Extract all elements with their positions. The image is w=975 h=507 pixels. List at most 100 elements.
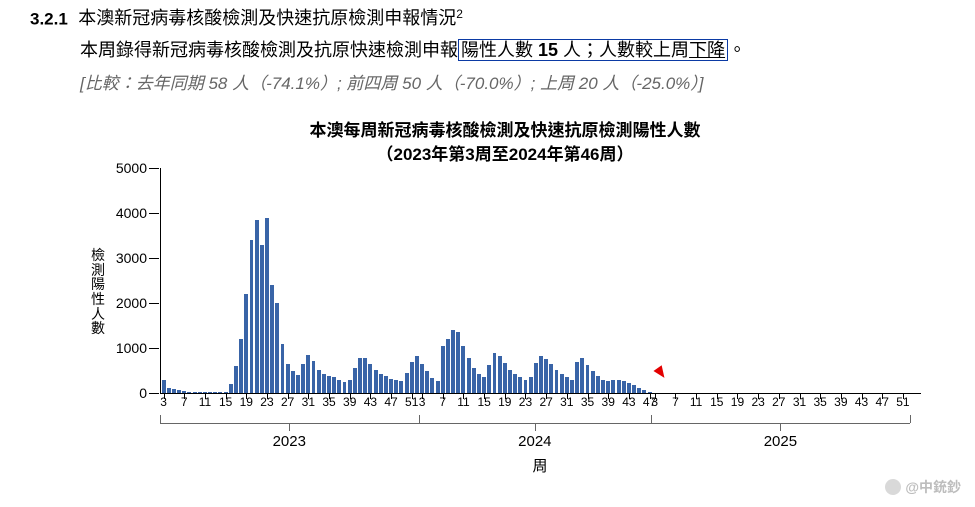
bar [436,381,440,393]
bar [430,378,434,393]
y-tick-label: 3000 [116,250,147,266]
bar [477,374,481,393]
bar [389,379,393,393]
x-tick-label: 31 [302,395,315,409]
bar [601,380,605,394]
x-tick-label: 31 [793,395,806,409]
bar [270,285,274,393]
year-brace [160,423,289,424]
x-tick-label: 7 [672,395,679,409]
bar [415,356,419,393]
bars-group [161,168,921,393]
bar [291,371,295,394]
bar [498,356,502,393]
chart-title-2: （2023年第3周至2024年第46周） [70,140,940,165]
bar [343,382,347,393]
bar [410,362,414,394]
comparison-line: [比較：去年同期 58 人（-74.1%）; 前四周 50 人（-70.0%）;… [80,72,704,96]
year-brace [419,423,535,424]
bar [312,361,316,393]
bar [317,370,321,393]
bar [213,392,217,393]
y-axis-label: 檢 測 陽 性 人 數 [90,248,106,336]
bar [405,373,409,393]
x-tick-label: 11 [690,395,702,409]
bar [177,390,181,393]
footnote-marker: 2 [456,7,463,21]
bar [591,371,595,393]
x-tick-label: 11 [199,395,211,409]
bar [539,356,543,393]
bar [327,376,331,393]
bar [239,339,243,393]
x-tick-label: 43 [855,395,868,409]
x-axis-label: 周 [532,455,547,476]
y-tick [149,258,159,259]
bar [518,377,522,393]
x-tick-label: 11 [457,395,469,409]
bar [529,377,533,393]
bar [560,374,564,393]
year-brace-end [910,415,911,423]
year-brace [289,423,418,424]
x-tick-label: 27 [772,395,785,409]
bar [337,380,341,394]
y-tick-label: 4000 [116,205,147,221]
comparison-text: [比較：去年同期 58 人（-74.1%）; 前四周 50 人（-70.0%）;… [80,74,704,93]
bar [575,362,579,394]
sentence-stop: 。 [728,40,746,60]
boxed-number: 15 [538,40,558,60]
bar [441,346,445,393]
x-tick-label: 23 [519,395,532,409]
section-heading: 本澳新冠病毒核酸檢測及快速抗原檢測申報情況 [78,8,456,28]
x-tick-label: 31 [560,395,573,409]
boxed-label-1: 陽性人數 [461,40,538,60]
bar [451,330,455,393]
bar [234,366,238,393]
bar [306,355,310,393]
x-tick-label: 7 [439,395,446,409]
bar [301,364,305,393]
bar [208,392,212,393]
year-label: 2025 [764,433,797,450]
bar [642,390,646,393]
y-tick [149,213,159,214]
y-tick-label: 5000 [116,160,147,176]
bar [627,383,631,393]
x-tick-label: 3 [160,395,167,409]
chart-title-1: 本澳每周新冠病毒核酸檢測及快速抗原檢測陽性人數 [70,116,940,141]
x-tick-label: 3 [651,395,658,409]
x-tick-label: 51 [896,395,909,409]
bar [322,374,326,393]
section-number: 3.2.1 [30,9,68,28]
x-tick-label: 27 [539,395,552,409]
x-tick-label: 3 [419,395,426,409]
watermark-text: @中銃鈔 [905,477,961,497]
bar [172,389,176,393]
bar [456,332,460,393]
x-tick-label: 15 [710,395,723,409]
year-brace-mid [289,423,290,431]
x-tick-label: 39 [343,395,356,409]
bar [296,375,300,393]
bar [363,358,367,393]
bar [286,364,290,393]
bar [544,359,548,393]
bar [446,339,450,393]
x-tick-label: 47 [876,395,889,409]
year-brace-end [651,415,652,423]
x-tick-label: 43 [364,395,377,409]
x-tick-label: 19 [731,395,744,409]
bar [596,376,600,393]
bar [503,363,507,393]
bar [229,384,233,393]
x-tick-label: 27 [281,395,294,409]
y-tick [149,393,159,394]
year-brace-end [419,415,420,423]
summary-sentence: 本周錄得新冠病毒核酸檢測及抗原快速檢測申報陽性人數 15 人；人數較上周下降。 [80,38,746,63]
sentence-pre: 本周錄得新冠病毒核酸檢測及抗原快速檢測申報 [80,40,458,60]
bar [399,381,403,393]
bar [198,392,202,393]
bar-chart: 本澳每周新冠病毒核酸檢測及快速抗原檢測陽性人數 （2023年第3周至2024年第… [70,128,940,468]
x-tick-label: 43 [622,395,635,409]
